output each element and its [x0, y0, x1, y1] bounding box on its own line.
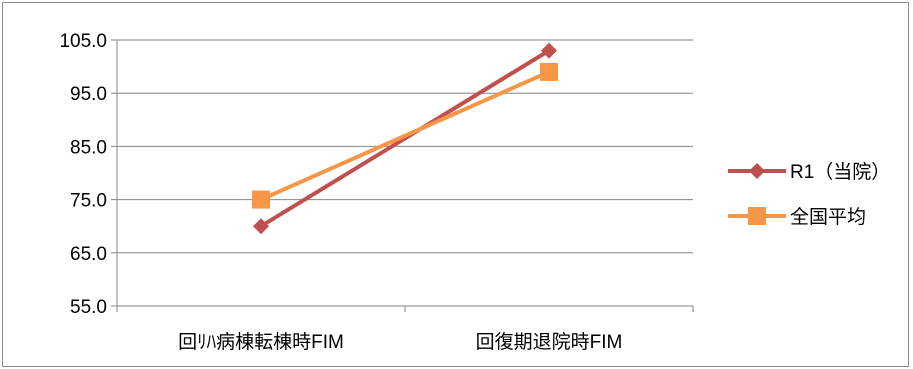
series-square — [252, 62, 558, 209]
legend-item: R1（当院） — [728, 161, 890, 183]
diamond-marker — [541, 42, 557, 59]
grid-lines — [111, 39, 693, 307]
series-line — [259, 48, 551, 228]
y-tick-label: 95.0 — [70, 84, 107, 105]
y-tick-label: 65.0 — [70, 244, 107, 265]
y-tick-label: 55.0 — [70, 297, 107, 318]
square-marker — [748, 207, 766, 225]
legend-item: 全国平均 — [728, 206, 866, 228]
diamond-marker — [749, 163, 765, 179]
y-tick-label: 75.0 — [70, 191, 107, 212]
legend: R1（当院） 全国平均 — [728, 161, 890, 228]
x-category-label: 回復期退院時FIM — [476, 331, 623, 353]
x-category-labels: 回ﾘﾊ病棟転棟時FIM 回復期退院時FIM — [178, 331, 622, 353]
y-tick-labels: 105.0 95.0 85.0 75.0 65.0 55.0 — [59, 31, 107, 318]
x-category-label: 回ﾘﾊ病棟転棟時FIM — [178, 331, 344, 353]
series-lines — [252, 42, 558, 235]
square-marker — [540, 62, 558, 81]
square-marker — [252, 190, 270, 209]
diamond-marker — [253, 218, 269, 235]
series-line — [260, 70, 550, 202]
y-tick-label: 105.0 — [59, 31, 107, 52]
legend-label: R1（当院） — [790, 161, 890, 183]
series-diamond — [253, 42, 557, 235]
legend-label: 全国平均 — [790, 206, 866, 228]
y-tick-label: 85.0 — [70, 137, 107, 158]
axes — [116, 40, 694, 312]
